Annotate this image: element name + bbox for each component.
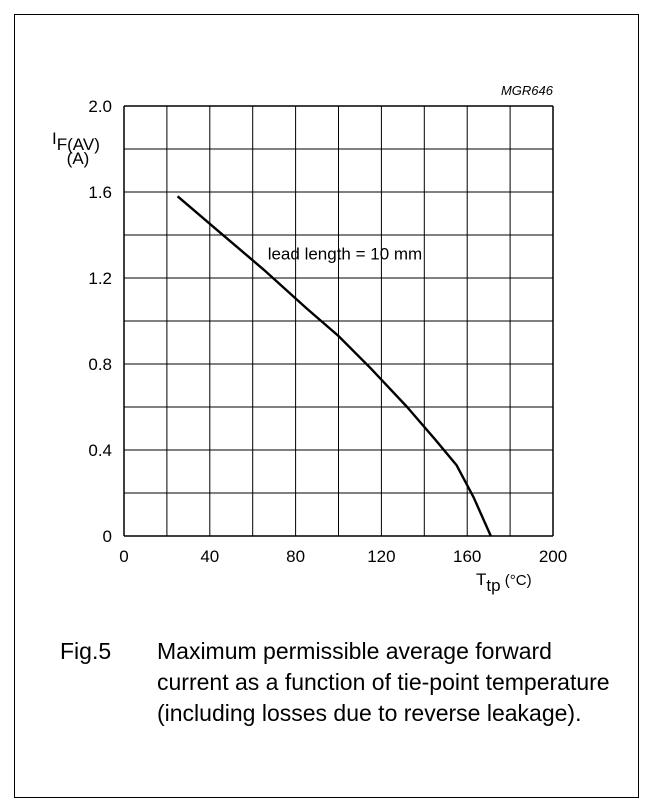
y-tick-label: 1.6: [88, 183, 112, 202]
y-tick-label: 0.4: [88, 441, 112, 460]
x-tick-label: 0: [119, 547, 128, 566]
x-tick-label: 40: [200, 547, 219, 566]
figure-code: MGR646: [501, 83, 554, 98]
x-axis-unit: (°C): [501, 572, 532, 589]
series-layer: [176, 195, 492, 537]
y-axis-unit: (A): [67, 149, 90, 168]
x-tick-label: 80: [286, 547, 305, 566]
figure-caption-text: Maximum permissible average forward curr…: [157, 638, 610, 726]
y-tick-label: 0: [103, 527, 112, 546]
y-tick-label: 1.2: [88, 269, 112, 288]
x-axis-symbol: T: [476, 570, 486, 589]
x-axis-label: Ttp (°C): [476, 570, 532, 595]
series-line: [176, 195, 492, 537]
y-tick-label: 2.0: [88, 97, 112, 116]
x-tick-label: 200: [539, 547, 567, 566]
x-tick-labels: 0 40 80 120 160 200: [119, 547, 567, 566]
annotation-lead-length: lead length = 10 mm: [268, 244, 423, 263]
y-tick-labels: 0 0.4 0.8 1.2 1.6 2.0: [88, 97, 112, 546]
y-tick-label: 0.8: [88, 355, 112, 374]
figure-number: Fig.5: [60, 638, 112, 664]
chart-grid: [123, 105, 554, 537]
x-tick-label: 160: [453, 547, 481, 566]
y-axis-symbol: I: [52, 129, 57, 148]
y-axis-label: IF(AV): [52, 129, 100, 154]
y-axis-subscript: F(AV): [57, 135, 100, 154]
x-axis-subscript: tp: [486, 576, 500, 595]
x-tick-label: 120: [367, 547, 395, 566]
figure-frame: [14, 14, 639, 798]
